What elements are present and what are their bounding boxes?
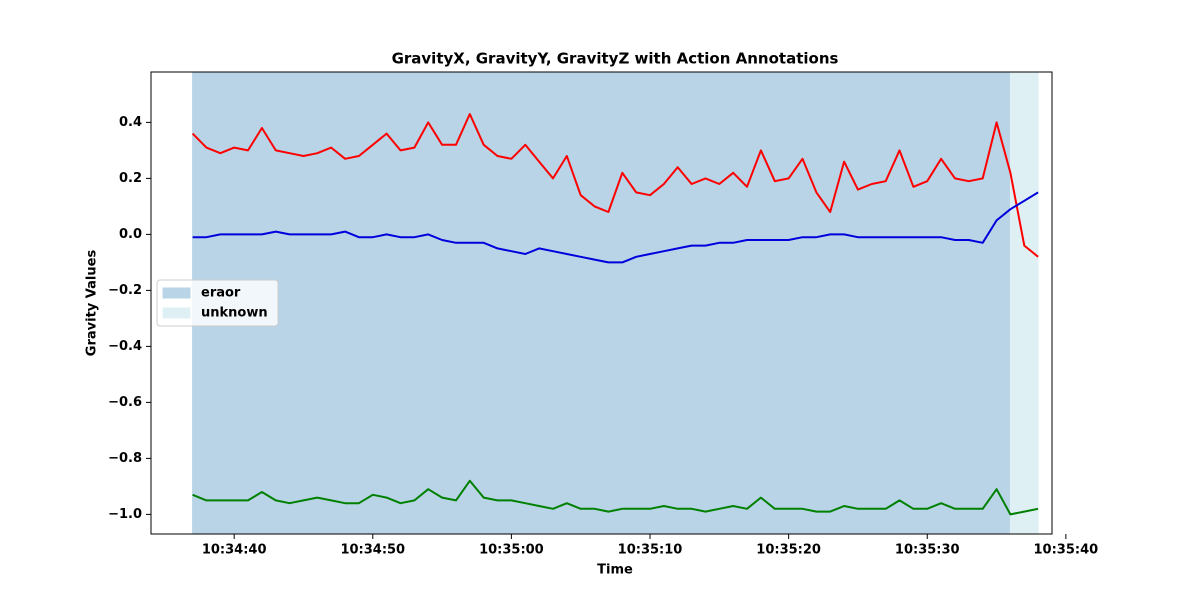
data-line	[192, 479, 1039, 516]
y-tick-label: −0.8	[108, 451, 142, 466]
y-axis-label: Gravity Values	[85, 250, 100, 357]
legend-label: eraor	[201, 286, 241, 301]
x-tick-label: 10:34:40	[202, 543, 267, 558]
annotation-span	[1009, 71, 1039, 535]
x-tick-label: 10:35:20	[756, 543, 821, 558]
legend-swatch	[162, 287, 191, 299]
x-tick-label: 10:35:30	[895, 543, 960, 558]
y-tick-label: −0.6	[108, 395, 142, 410]
data-line	[192, 191, 1039, 264]
y-tick-label: −0.2	[108, 283, 142, 298]
legend-swatch	[162, 307, 191, 319]
legend-label: unknown	[201, 306, 268, 321]
x-tick-label: 10:35:00	[479, 543, 544, 558]
x-tick-label: 10:35:10	[618, 543, 683, 558]
plot-frame	[150, 71, 1053, 535]
chart-title: GravityX, GravityY, GravityZ with Action…	[392, 50, 839, 68]
y-tick-label: −0.4	[108, 339, 142, 354]
y-tick-label: 0.2	[119, 171, 142, 186]
x-tick-label: 10:35:40	[1034, 543, 1099, 558]
legend: eraor unknown	[156, 279, 279, 327]
data-line	[191, 113, 1039, 258]
y-tick-label: 0.0	[119, 227, 142, 242]
y-tick-label: 0.4	[119, 115, 142, 130]
x-axis-label: Time	[597, 563, 633, 578]
y-tick-label: −1.0	[108, 507, 142, 522]
annotation-span	[192, 71, 1011, 535]
x-tick-label: 10:34:50	[340, 543, 405, 558]
